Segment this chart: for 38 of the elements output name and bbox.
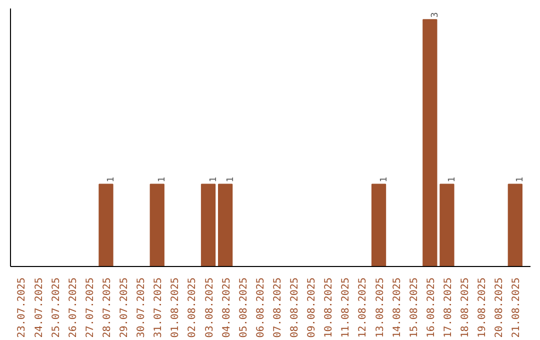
data-label: 3 [430, 12, 440, 18]
data-label: 1 [158, 176, 168, 182]
x-tick-label: 05.08.2025 [238, 277, 250, 338]
x-tick-label: 25.07.2025 [50, 277, 62, 338]
x-tick-label: 15.08.2025 [408, 277, 420, 338]
x-tick-label: 10.08.2025 [324, 277, 335, 338]
x-tick-label: 03.08.2025 [204, 277, 216, 338]
data-label: 1 [447, 176, 458, 182]
x-tick-label: 04.08.2025 [221, 277, 232, 338]
x-tick-label: 08.08.2025 [290, 277, 301, 338]
x-tick-label: 09.08.2025 [306, 277, 318, 338]
x-tick-label: 18.08.2025 [460, 277, 472, 338]
x-tick-label: 06.08.2025 [255, 277, 266, 338]
x-tick-label: 27.07.2025 [84, 277, 96, 338]
x-tick-label: 30.07.2025 [136, 277, 148, 338]
x-tick-label: 13.08.2025 [374, 277, 386, 338]
x-tick-label: 01.08.2025 [170, 277, 182, 338]
x-tick-label: 14.08.2025 [392, 277, 403, 338]
x-tick-label: 24.07.2025 [34, 277, 45, 338]
x-tick-label: 19.08.2025 [477, 277, 488, 338]
x-tick-label: 02.08.2025 [187, 277, 198, 338]
x-tick-label: 28.07.2025 [102, 277, 113, 338]
x-tick-label: 21.08.2025 [511, 277, 522, 338]
x-tick-label: 23.07.2025 [16, 277, 28, 338]
data-label: 1 [208, 176, 219, 182]
x-tick-label: 20.08.2025 [494, 277, 506, 338]
x-tick-label: 16.08.2025 [426, 277, 437, 338]
x-tick-label: 29.07.2025 [119, 277, 130, 338]
x-tick-label: 26.07.2025 [68, 277, 79, 338]
x-tick-label: 17.08.2025 [442, 277, 454, 338]
data-label: 1 [106, 176, 116, 182]
x-tick-label: 31.07.2025 [153, 277, 164, 338]
data-label: 1 [516, 176, 526, 182]
data-label: 1 [226, 176, 236, 182]
data-label: 1 [379, 176, 390, 182]
x-tick-label: 11.08.2025 [340, 277, 352, 338]
x-tick-label: 07.08.2025 [272, 277, 284, 338]
x-tick-label: 12.08.2025 [358, 277, 369, 338]
